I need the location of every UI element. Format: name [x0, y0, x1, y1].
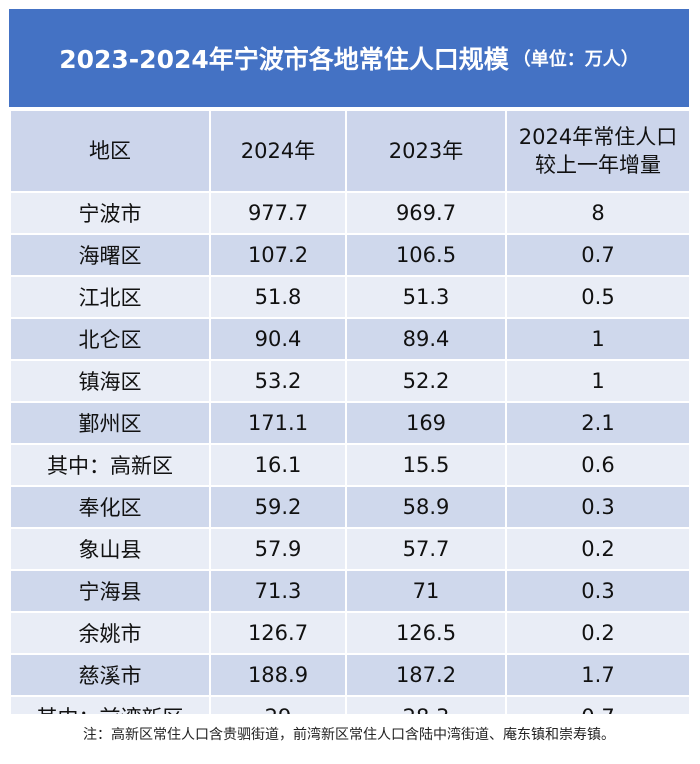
table-row: 宁海县 71.3 71 0.3	[9, 569, 691, 613]
table-row: 奉化区 59.2 58.9 0.3	[9, 485, 691, 529]
cell-region: 其中：高新区	[9, 443, 211, 487]
page-title: 2023-2024年宁波市各地常住人口规模	[59, 45, 509, 74]
footnote: 注：高新区常住人口含贵驷街道，前湾新区常住人口含陆中湾街道、庵东镇和崇寿镇。	[9, 714, 689, 754]
cell-2023: 15.5	[345, 443, 507, 487]
cell-2024: 90.4	[209, 317, 347, 361]
cell-delta: 0.6	[505, 443, 691, 487]
cell-delta: 0.2	[505, 527, 691, 571]
cell-2024: 171.1	[209, 401, 347, 445]
cell-region: 象山县	[9, 527, 211, 571]
cell-region: 宁波市	[9, 191, 211, 235]
table-row: 象山县 57.9 57.7 0.2	[9, 527, 691, 571]
infographic-frame: 2023-2024年宁波市各地常住人口规模 （单位：万人） 地区 2024年 20…	[9, 9, 691, 754]
cell-2024: 53.2	[209, 359, 347, 403]
header-2024: 2024年	[209, 109, 347, 193]
cell-delta: 1.7	[505, 653, 691, 697]
cell-2023: 51.3	[345, 275, 507, 319]
cell-2023: 106.5	[345, 233, 507, 277]
cell-delta: 2.1	[505, 401, 691, 445]
cell-region: 宁海县	[9, 569, 211, 613]
header-delta-line2: 较上一年增量	[535, 153, 661, 177]
cell-region: 慈溪市	[9, 653, 211, 697]
cell-delta: 1	[505, 317, 691, 361]
table-row: 余姚市 126.7 126.5 0.2	[9, 611, 691, 655]
cell-2024: 51.8	[209, 275, 347, 319]
header-region: 地区	[9, 109, 211, 193]
cell-region: 北仑区	[9, 317, 211, 361]
cell-2023: 126.5	[345, 611, 507, 655]
cell-delta: 0.7	[505, 233, 691, 277]
header-2023: 2023年	[345, 109, 507, 193]
cell-2024: 188.9	[209, 653, 347, 697]
cell-2023: 57.7	[345, 527, 507, 571]
cell-2023: 71	[345, 569, 507, 613]
table-row: 宁波市 977.7 969.7 8	[9, 191, 691, 235]
cell-region: 余姚市	[9, 611, 211, 655]
cell-2023: 969.7	[345, 191, 507, 235]
table-row: 慈溪市 188.9 187.2 1.7	[9, 653, 691, 697]
cell-2024: 977.7	[209, 191, 347, 235]
cell-2023: 58.9	[345, 485, 507, 529]
cell-2024: 59.2	[209, 485, 347, 529]
cell-delta: 0.5	[505, 275, 691, 319]
table-row: 北仑区 90.4 89.4 1	[9, 317, 691, 361]
table-row: 其中：高新区 16.1 15.5 0.6	[9, 443, 691, 487]
table-header-row: 地区 2024年 2023年 2024年常住人口 较上一年增量	[9, 109, 691, 193]
cell-2024: 126.7	[209, 611, 347, 655]
population-table: 地区 2024年 2023年 2024年常住人口 较上一年增量 宁波市 977.7…	[9, 109, 691, 739]
header-delta-line1: 2024年常住人口	[518, 125, 678, 149]
cell-region: 奉化区	[9, 485, 211, 529]
cell-2024: 16.1	[209, 443, 347, 487]
cell-region: 镇海区	[9, 359, 211, 403]
cell-region: 海曙区	[9, 233, 211, 277]
table-row: 江北区 51.8 51.3 0.5	[9, 275, 691, 319]
table-row: 鄞州区 171.1 169 2.1	[9, 401, 691, 445]
title-banner: 2023-2024年宁波市各地常住人口规模 （单位：万人）	[9, 9, 689, 107]
cell-2024: 71.3	[209, 569, 347, 613]
cell-2024: 57.9	[209, 527, 347, 571]
table-row: 海曙区 107.2 106.5 0.7	[9, 233, 691, 277]
cell-delta: 0.3	[505, 485, 691, 529]
cell-delta: 1	[505, 359, 691, 403]
cell-delta: 0.2	[505, 611, 691, 655]
cell-delta: 8	[505, 191, 691, 235]
unit-label: （单位：万人）	[512, 49, 639, 70]
cell-2024: 107.2	[209, 233, 347, 277]
cell-2023: 89.4	[345, 317, 507, 361]
header-delta: 2024年常住人口 较上一年增量	[505, 109, 691, 193]
cell-delta: 0.3	[505, 569, 691, 613]
cell-region: 鄞州区	[9, 401, 211, 445]
table-row: 镇海区 53.2 52.2 1	[9, 359, 691, 403]
cell-2023: 169	[345, 401, 507, 445]
cell-2023: 187.2	[345, 653, 507, 697]
cell-2023: 52.2	[345, 359, 507, 403]
cell-region: 江北区	[9, 275, 211, 319]
